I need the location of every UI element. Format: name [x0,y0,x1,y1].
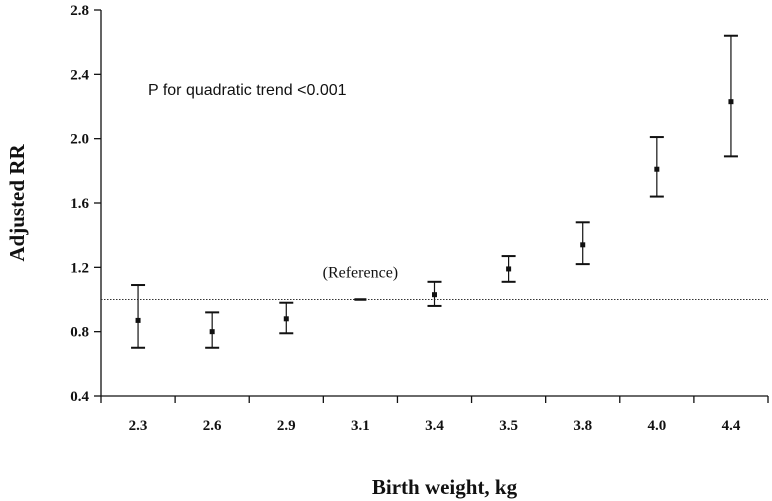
y-tick-label: 1.2 [70,260,89,276]
y-axis-title: Adjusted RR [5,144,29,262]
data-point-group [575,221,590,266]
y-tick-label: 2.4 [70,67,89,83]
point-marker [432,292,437,298]
y-tick-label: 2.0 [70,132,89,148]
data-point-group [427,280,442,307]
reference-label: (Reference) [323,264,399,281]
y-axis: 0.4 0.8 1.2 1.6 2.0 2.4 2.8 [70,3,102,405]
data-marks [131,34,738,349]
trend-annotation: P for quadratic trend <0.001 [148,82,347,99]
point-marker [728,99,734,105]
x-tick-label: 3.1 [351,418,370,434]
point-marker [209,329,215,335]
x-tick-label: 3.5 [499,418,518,434]
y-tick-label: 0.4 [70,389,89,405]
y-tick-label: 1.6 [70,196,89,212]
x-tick-label: 3.8 [573,418,592,434]
data-point-group [205,311,220,349]
y-tick-label: 2.8 [70,3,89,19]
x-tick-label: 2.9 [277,418,296,434]
point-marker [506,266,512,272]
data-point-group [649,136,664,198]
data-point-group [723,34,738,158]
x-axis: 2.3 2.6 2.9 3.1 3.4 3.5 3.8 4.0 4.4 [100,395,769,434]
y-tick-label: 0.8 [70,325,89,341]
x-tick-label: 2.3 [129,418,148,434]
x-tick-label: 2.6 [203,418,222,434]
point-marker [580,242,586,248]
data-point-group [279,301,294,335]
point-marker [654,166,660,172]
x-axis-title: Birth weight, kg [372,475,518,499]
x-tick-label: 3.4 [425,418,444,434]
data-point-group [501,255,516,283]
point-marker [283,316,289,322]
x-tick-label: 4.4 [722,418,741,434]
point-marker [135,317,141,323]
data-point-group [131,284,146,349]
x-tick-label: 4.0 [647,418,666,434]
